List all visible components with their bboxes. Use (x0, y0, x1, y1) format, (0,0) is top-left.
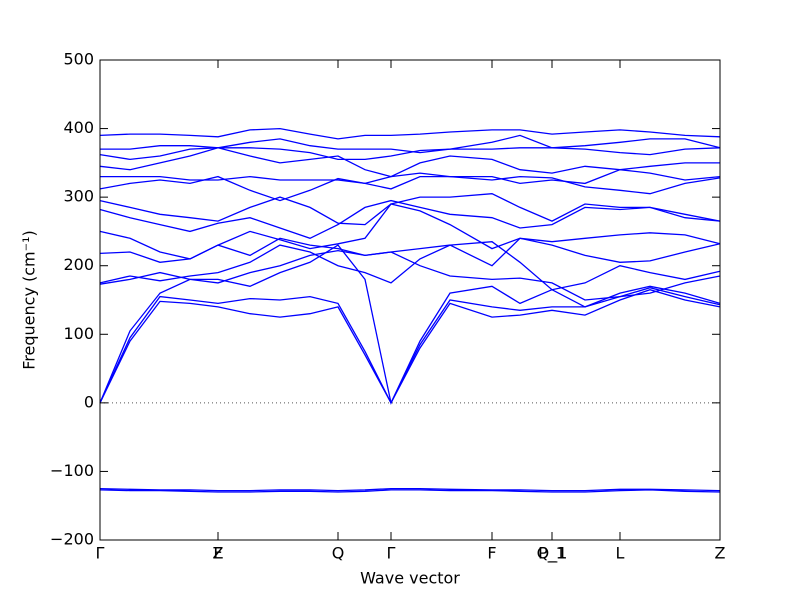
x-axis-label: Wave vector (360, 569, 460, 588)
y-axis-label: Frequency (cm⁻¹) (20, 230, 39, 369)
band-line (99, 147, 720, 178)
y-tick-label: 100 (63, 324, 94, 343)
x-tick-label: P_1 (538, 544, 566, 564)
x-tick-label: F (213, 544, 222, 563)
y-tick-label: −100 (50, 461, 94, 480)
y-tick-label: 200 (63, 255, 94, 274)
band-line (99, 241, 721, 291)
y-tick-label: 300 (63, 187, 94, 206)
x-tick-label: Q (332, 544, 345, 563)
x-tick-label: Q_1 (537, 544, 568, 564)
band-line (99, 199, 721, 240)
band-line (99, 489, 721, 493)
x-tick-label: F (487, 544, 496, 563)
y-tick-label: 500 (63, 50, 94, 69)
band-line (99, 487, 721, 492)
x-tick-label: Γ (387, 544, 396, 563)
x-tick-label: Z (715, 544, 726, 563)
y-tick-label: −200 (50, 530, 94, 549)
band-line (100, 134, 721, 154)
plot-frame (99, 59, 721, 541)
band-line (99, 193, 721, 226)
y-tick-label: 0 (84, 392, 94, 411)
band-line (99, 175, 721, 202)
band-line (99, 127, 721, 140)
x-tick-label: Γ (96, 544, 105, 563)
x-tick-label: L (616, 544, 625, 563)
x-tick-label: Z (213, 544, 224, 563)
band-line (99, 147, 721, 161)
y-tick-label: 400 (63, 118, 94, 137)
